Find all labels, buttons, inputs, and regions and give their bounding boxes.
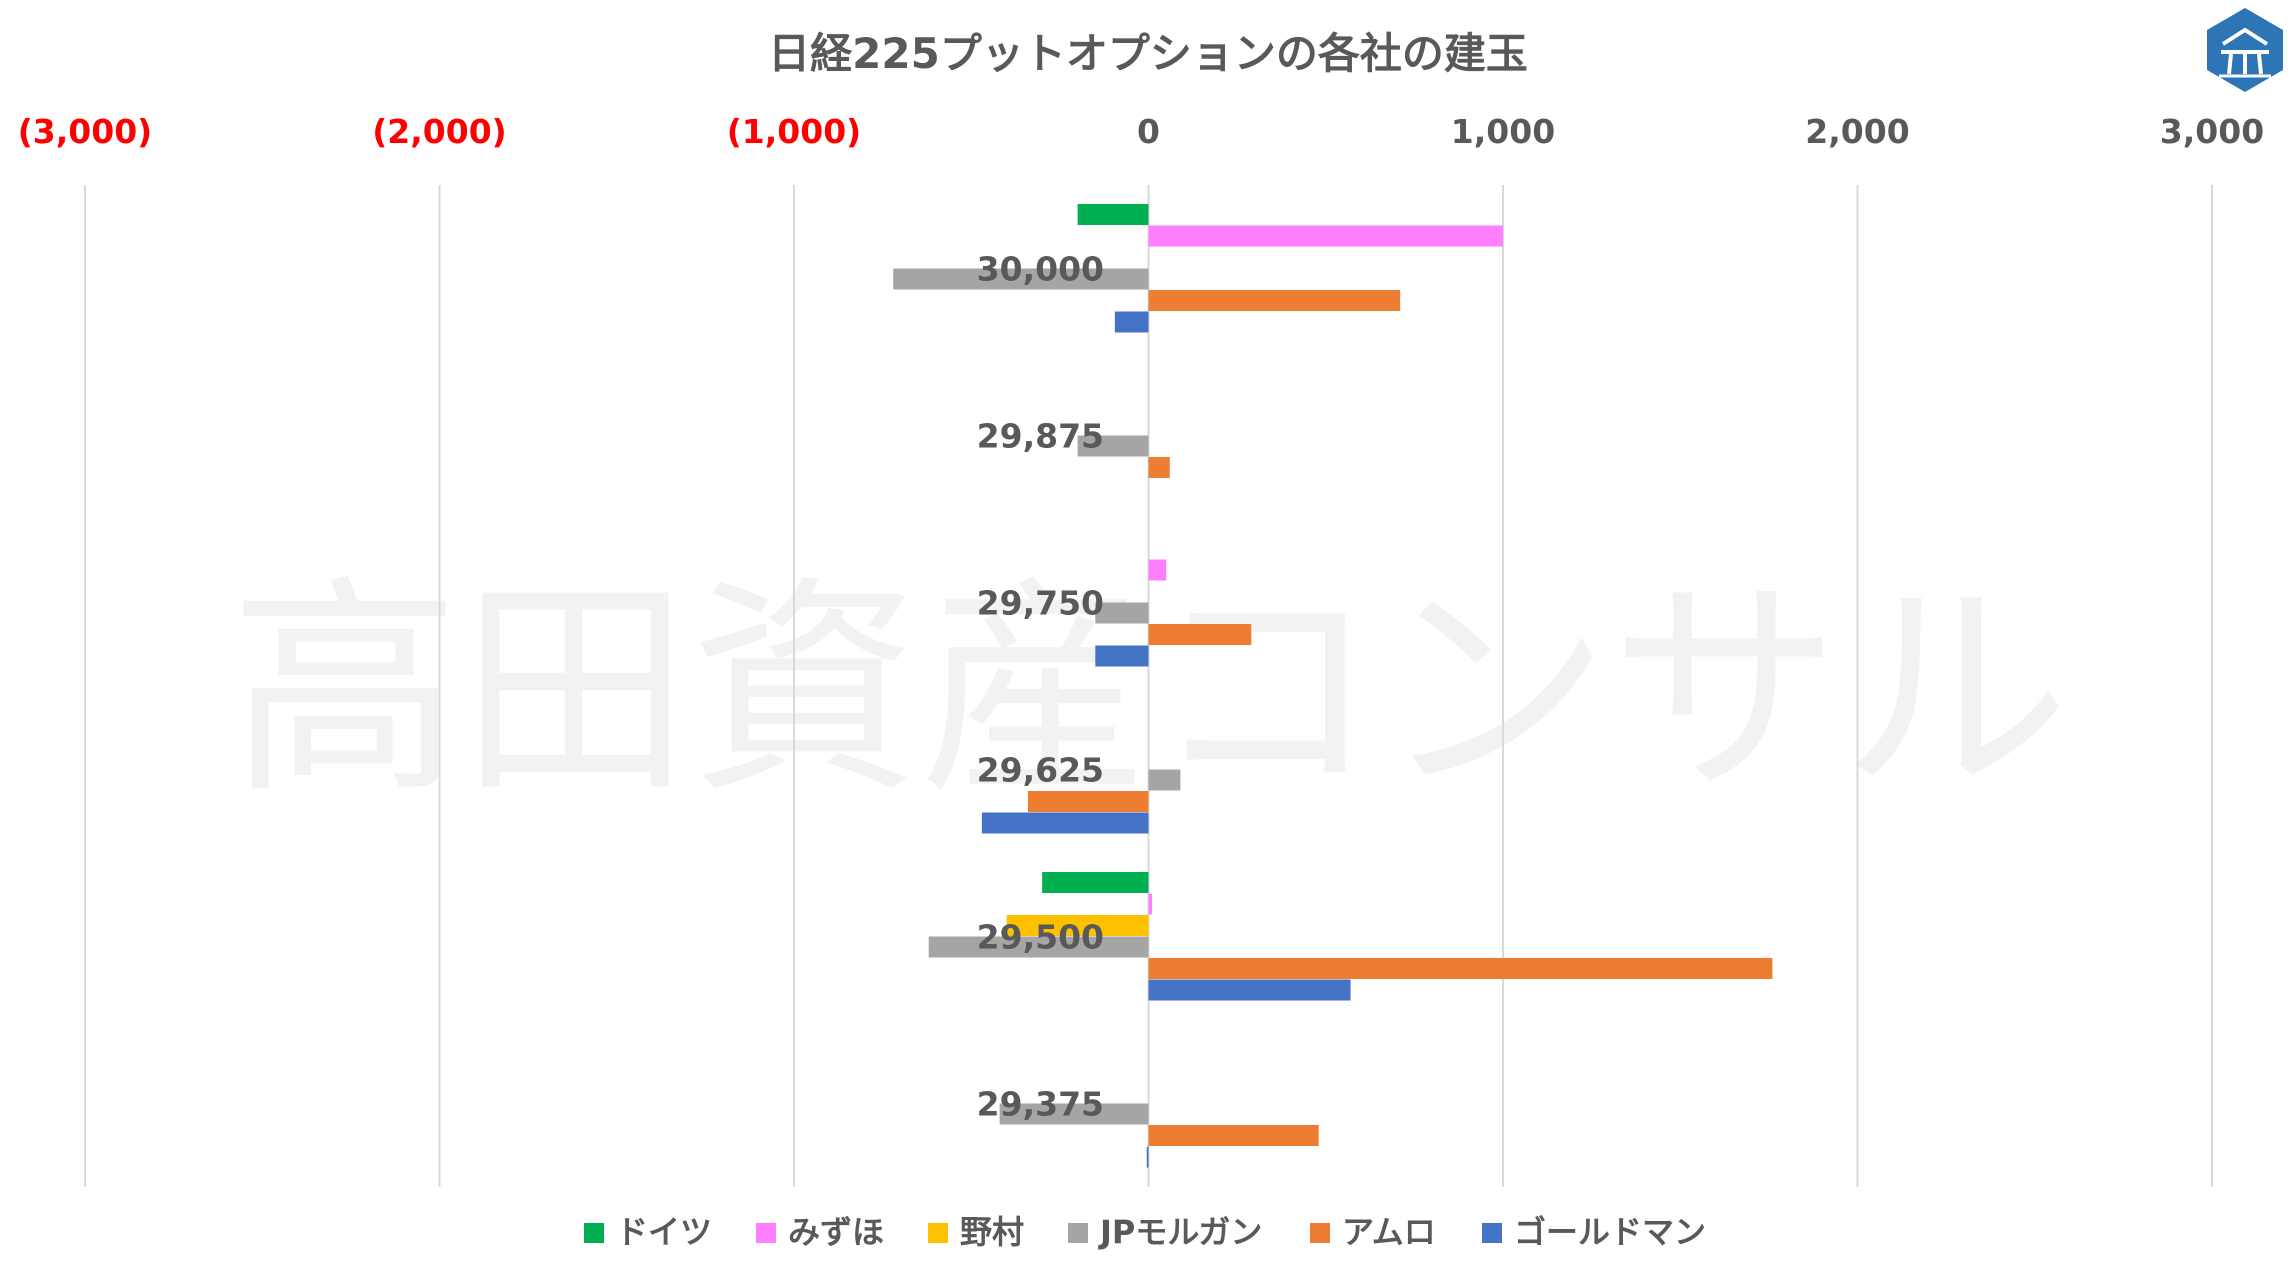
bar [1077, 204, 1149, 225]
legend-label: アムロ [1342, 1213, 1436, 1251]
bar [1027, 791, 1149, 812]
category-label: 29,375 [977, 1085, 1104, 1124]
legend-label: ドイツ [616, 1213, 712, 1251]
legend-swatch [584, 1223, 604, 1243]
category-labels: 30,000 29,875 29,750 29,625 29,500 29,375 [977, 250, 1104, 1124]
bar [1148, 457, 1170, 478]
x-tick-label: 3,000 [2160, 112, 2264, 151]
category-label: 29,500 [977, 918, 1104, 957]
legend-swatch [756, 1223, 776, 1243]
bar [1114, 311, 1149, 333]
x-tick-label: (1,000) [727, 112, 862, 151]
bar [981, 812, 1149, 834]
category-label: 30,000 [977, 250, 1104, 289]
bar [893, 268, 1149, 290]
bar [1006, 915, 1149, 936]
legend-label: ゴールドマン [1514, 1213, 1706, 1251]
bar [1095, 645, 1149, 667]
bar [1148, 979, 1351, 1001]
logo-icon [2207, 8, 2283, 92]
bar [1095, 602, 1149, 624]
x-tick-label: (2,000) [372, 112, 507, 151]
category-label: 29,750 [977, 584, 1104, 623]
bar [928, 936, 1149, 958]
bar [1148, 225, 1503, 247]
x-axis-tick-labels: (3,000) (2,000) (1,000) 0 1,000 2,000 3,000 [18, 112, 2264, 151]
gridlines [84, 185, 2213, 1187]
chart-title: 日経225プットオプションの各社の建玉 [768, 29, 1528, 78]
bar [999, 1103, 1149, 1125]
bar [1146, 1146, 1149, 1168]
legend-label: 野村 [960, 1213, 1024, 1251]
category-label: 29,875 [977, 417, 1104, 456]
legend-label: JPモルガン [1098, 1213, 1262, 1251]
x-tick-label: 1,000 [1451, 112, 1555, 151]
bar-series [893, 204, 1773, 1168]
bar [1148, 1125, 1319, 1146]
legend-swatch [1068, 1223, 1088, 1243]
bar [1042, 872, 1149, 893]
legend: ドイツ みずほ 野村 JPモルガン アムロ ゴールドマン [584, 1213, 1706, 1251]
x-tick-label: 2,000 [1805, 112, 1909, 151]
bar [1077, 435, 1149, 457]
legend-swatch [1310, 1223, 1330, 1243]
bar [1148, 624, 1252, 645]
legend-swatch [928, 1223, 948, 1243]
x-tick-label: (3,000) [18, 112, 153, 151]
category-label: 29,625 [977, 751, 1104, 790]
legend-swatch [1482, 1223, 1502, 1243]
legend-label: みずほ [788, 1213, 884, 1251]
x-tick-label: 0 [1137, 112, 1160, 151]
bar [1148, 893, 1153, 915]
bar [1148, 958, 1773, 979]
bar [1148, 290, 1401, 311]
bar [1148, 559, 1167, 581]
bar [1148, 769, 1181, 791]
